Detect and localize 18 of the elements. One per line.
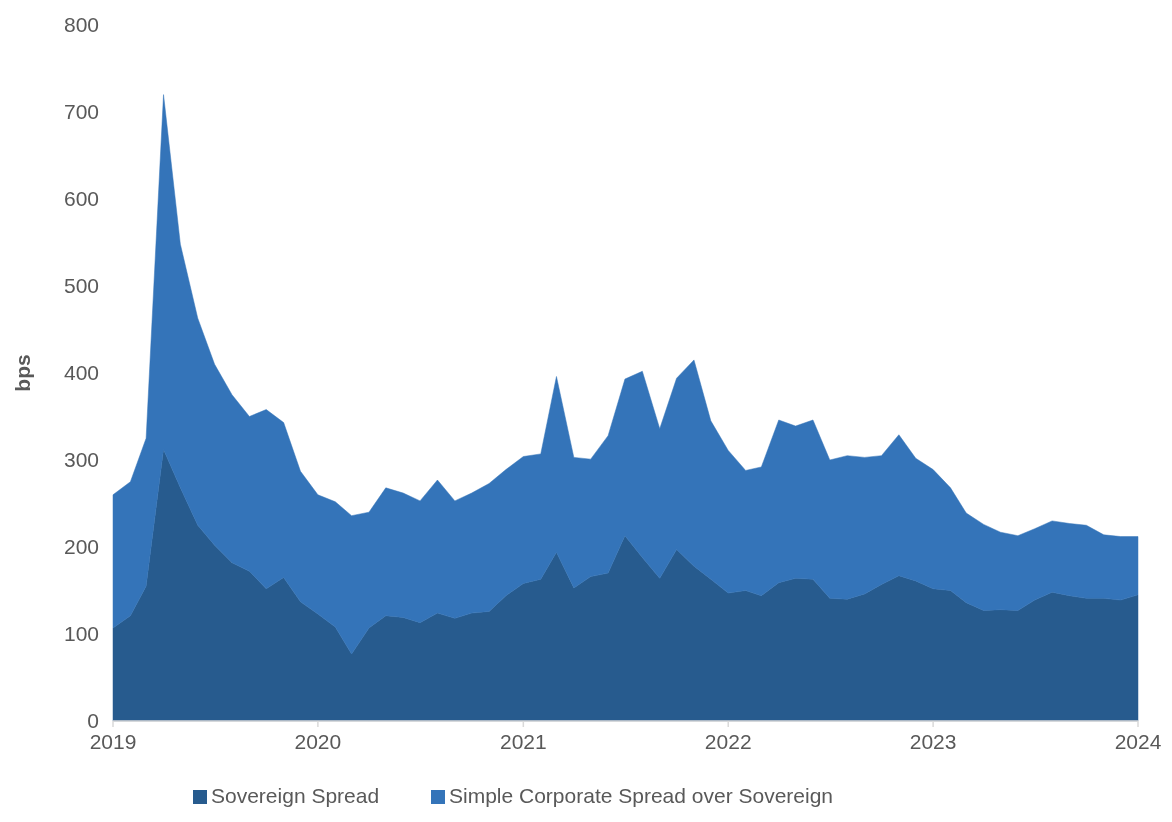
y-tick-label: 500: [63, 274, 99, 297]
y-tick-label: 800: [63, 13, 99, 36]
x-tick-label: 2021: [499, 730, 547, 753]
y-tick-label: 600: [63, 187, 99, 210]
y-tick-label: 100: [63, 622, 99, 645]
legend-label: Simple Corporate Spread over Sovereign: [449, 784, 834, 807]
y-tick-label: 400: [63, 361, 99, 384]
y-tick-label: 300: [63, 448, 99, 471]
y-axis-title: bps: [11, 354, 34, 392]
legend-label: Sovereign Spread: [211, 784, 380, 807]
x-tick-label: 2020: [294, 730, 342, 753]
x-tick-label: 2022: [704, 730, 752, 753]
x-tick-label: 2023: [909, 730, 957, 753]
y-tick-label: 200: [63, 535, 99, 558]
x-tick-label: 2024: [1114, 730, 1162, 753]
y-tick-label: 0: [87, 709, 99, 732]
y-tick-label: 700: [63, 100, 99, 123]
x-tick-label: 2019: [89, 730, 137, 753]
